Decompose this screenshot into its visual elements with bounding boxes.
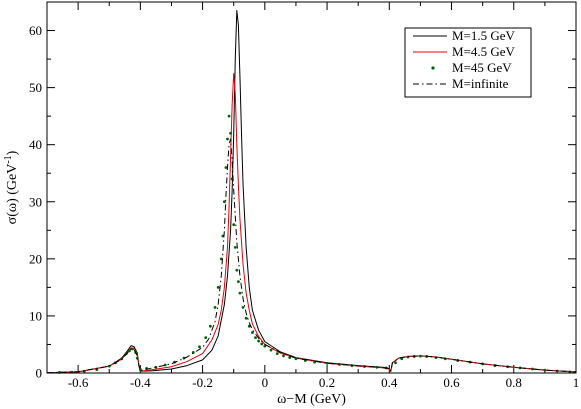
data-point (208, 324, 212, 328)
data-point (95, 368, 99, 371)
data-point (233, 246, 237, 249)
data-point (531, 367, 534, 371)
data-point (282, 354, 285, 358)
data-point (213, 305, 217, 309)
x-tick-label: 0 (262, 375, 269, 390)
data-point (226, 137, 229, 141)
data-point (182, 356, 186, 360)
data-point (128, 349, 131, 353)
legend-swatch (431, 66, 435, 70)
legend-item-m-4-5-gev: M=4.5 GeV (413, 44, 516, 59)
data-point (131, 347, 134, 351)
data-point (204, 336, 208, 340)
data-point (275, 352, 279, 355)
x-tick-label: 1 (573, 375, 580, 390)
data-point (216, 285, 220, 289)
x-tick-label: 0.8 (506, 375, 522, 390)
data-point (338, 363, 341, 366)
data-point (269, 348, 273, 352)
x-tick-label: -0.2 (192, 375, 213, 390)
y-axis-title-sup: -1 (3, 155, 14, 163)
data-point (260, 342, 264, 346)
data-point (224, 166, 228, 169)
x-tick-label: -0.4 (130, 375, 151, 390)
data-point (227, 114, 231, 118)
data-point (229, 131, 232, 135)
data-point (238, 291, 242, 295)
series-m-infinite-line (46, 138, 577, 374)
data-point (363, 365, 366, 368)
y-tick-label: 40 (29, 137, 42, 152)
y-tick-label: 0 (36, 366, 43, 381)
data-point (294, 357, 298, 361)
x-tick-label: 0.2 (319, 375, 335, 390)
y-tick-label: 50 (29, 80, 42, 95)
data-point (232, 223, 236, 227)
data-point (235, 268, 239, 272)
data-point (241, 305, 245, 309)
data-point (198, 345, 201, 349)
data-point (325, 361, 329, 365)
data-point (222, 200, 226, 204)
legend-item-m-infinite: M=infinite (413, 76, 509, 91)
data-point (257, 339, 260, 343)
legend-label: M=45 GeV (452, 60, 512, 75)
y-axis-title-close: ) (5, 150, 20, 155)
legend-label: M=4.5 GeV (452, 44, 516, 59)
data-point (375, 365, 379, 369)
data-point (288, 356, 292, 359)
y-axis-title-main: σ(ω) (GeV (5, 164, 20, 225)
series-m-4-5-gev-line (46, 72, 577, 374)
plot-series (46, 10, 577, 374)
y-tick-label: 30 (29, 194, 42, 209)
series-m-45-gev (58, 114, 572, 374)
data-point (543, 368, 547, 372)
legend-box (404, 27, 532, 98)
data-point (250, 331, 254, 334)
data-point (419, 354, 422, 358)
legend-item-m-1-5-gev: M=1.5 GeV (413, 28, 516, 43)
y-tick-label: 10 (29, 308, 42, 323)
y-tick-label: 20 (29, 251, 42, 266)
x-tick-label: 0.4 (381, 375, 398, 390)
x-tick-label: 0.6 (443, 375, 460, 390)
data-point (394, 361, 397, 365)
data-point (244, 316, 248, 320)
y-axis-title: σ(ω) (GeV-1) (3, 150, 20, 224)
legend-item-m-45-gev: M=45 GeV (431, 60, 512, 75)
x-tick-label: -0.6 (68, 375, 89, 390)
data-point (236, 280, 240, 284)
y-tick-label: 60 (29, 23, 42, 38)
data-point (154, 365, 158, 369)
plot-frame (46, 1, 577, 374)
legend-label: M=1.5 GeV (452, 28, 516, 43)
data-point (263, 344, 267, 348)
x-axis-title: ω−M (GeV) (277, 392, 346, 407)
legend-label: M=infinite (452, 76, 509, 91)
data-point (254, 336, 257, 340)
data-point (138, 368, 142, 371)
